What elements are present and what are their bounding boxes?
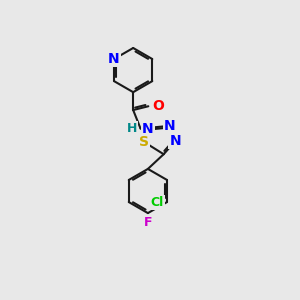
Text: N: N bbox=[108, 52, 120, 66]
Text: N: N bbox=[142, 122, 154, 136]
Text: S: S bbox=[139, 135, 149, 149]
Text: F: F bbox=[144, 216, 152, 229]
Text: Cl: Cl bbox=[151, 196, 164, 208]
Text: H: H bbox=[126, 122, 137, 135]
Text: N: N bbox=[169, 134, 181, 148]
Text: N: N bbox=[164, 119, 176, 133]
Text: O: O bbox=[152, 99, 164, 113]
